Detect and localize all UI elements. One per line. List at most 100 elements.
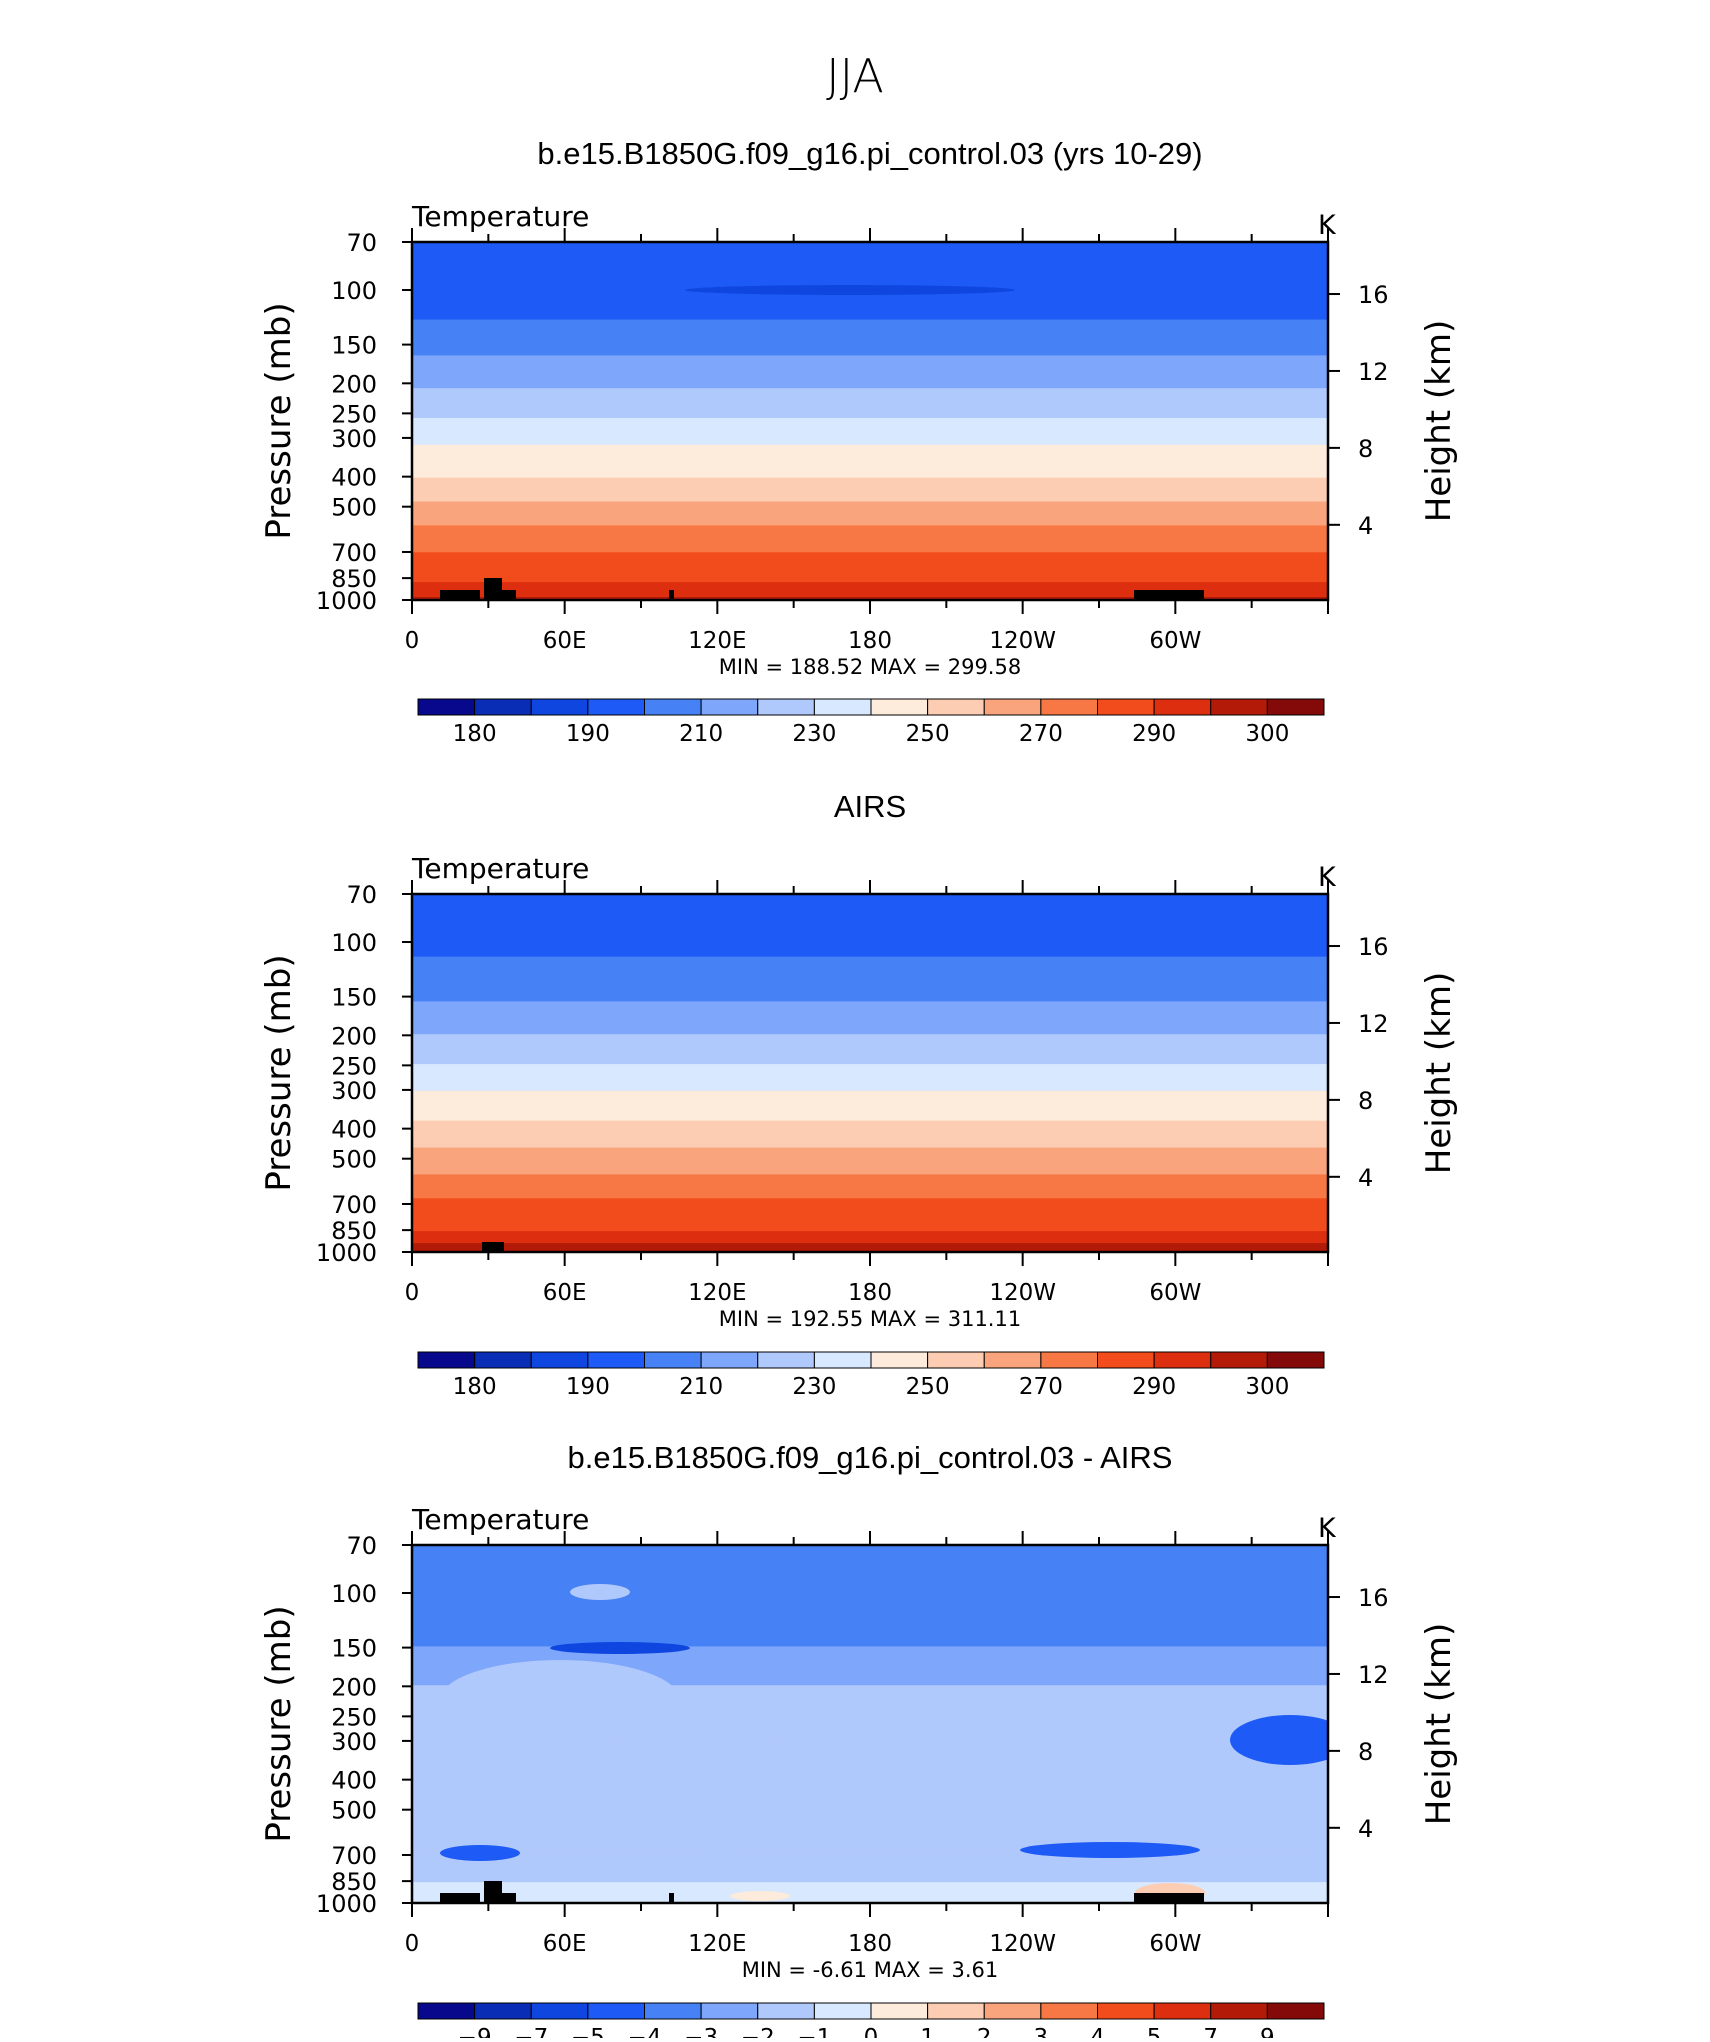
- colorbar-box: [1266, 2002, 1325, 2020]
- panel-units-label: K: [1318, 862, 1337, 893]
- contour-band: [412, 1607, 1328, 1612]
- contour-band: [412, 504, 1328, 509]
- contour-band: [412, 1559, 1328, 1564]
- x-tick-label: 0: [405, 1280, 420, 1306]
- y-tick-label: 300: [331, 1077, 377, 1105]
- colorbar-box: [757, 2002, 815, 2020]
- colorbar-box: [1153, 1351, 1212, 1369]
- contour-band: [412, 986, 1328, 991]
- contour-band: [412, 1102, 1328, 1107]
- contour-band: [412, 594, 1328, 598]
- contour-band: [412, 325, 1328, 330]
- y-tick-label: 150: [331, 984, 377, 1012]
- y-tick-label: 500: [331, 1797, 377, 1825]
- contour-band: [412, 920, 1328, 925]
- y-tick-label: 150: [331, 1635, 377, 1663]
- contour-band: [412, 316, 1328, 321]
- contour-band: [412, 1580, 1328, 1585]
- contour-band: [412, 495, 1328, 500]
- contour-band: [412, 1562, 1328, 1567]
- contour-band: [412, 1004, 1328, 1008]
- x-tick-label: 180: [848, 1280, 892, 1306]
- colorbar-box: [587, 2002, 645, 2020]
- contour-band: [412, 576, 1328, 580]
- colorbar-label: −4: [628, 2025, 662, 2038]
- contour-band: [412, 1075, 1328, 1080]
- colorbar-box: [1153, 2002, 1212, 2020]
- colorbar-box: [417, 698, 476, 716]
- contour-band: [412, 274, 1328, 279]
- colorbar-label: 270: [1019, 1374, 1063, 1400]
- contour-band: [412, 1577, 1328, 1582]
- contour-band: [412, 1601, 1328, 1606]
- contour-band: [412, 1780, 1328, 1785]
- contour-band: [412, 319, 1328, 324]
- colorbar-box: [1040, 1351, 1098, 1369]
- contour-band: [412, 1828, 1328, 1832]
- contour-band: [412, 468, 1328, 473]
- contour-band: [412, 1613, 1328, 1618]
- contour-band: [412, 947, 1328, 952]
- contour-band: [412, 1753, 1328, 1758]
- contour-band: [412, 1108, 1328, 1113]
- colorbar-box: [813, 2002, 872, 2020]
- contour-band: [412, 974, 1328, 979]
- contour-band: [412, 1189, 1328, 1193]
- contour-band: [412, 1855, 1328, 1859]
- colorbar-box: [927, 698, 985, 716]
- contour-band: [412, 1025, 1328, 1029]
- contour-field: [412, 894, 1328, 1252]
- terrain-mask: [1134, 590, 1204, 600]
- contour-band: [412, 1070, 1328, 1074]
- contour-band: [412, 1595, 1328, 1600]
- contour-band: [412, 1759, 1328, 1764]
- contour-band: [412, 1810, 1328, 1815]
- contour-band: [412, 1207, 1328, 1211]
- colorbar-label: −5: [571, 2025, 605, 2038]
- contour-band: [412, 331, 1328, 336]
- contour-band: [412, 1885, 1328, 1889]
- x-tick-label: 180: [848, 1931, 892, 1957]
- contour-band: [412, 1192, 1328, 1196]
- contour-band: [412, 250, 1328, 255]
- contour-band: [412, 1007, 1328, 1011]
- contour-band: [412, 944, 1328, 949]
- y-tick-label: 250: [331, 1703, 377, 1731]
- y-right-tick-label: 12: [1358, 1661, 1389, 1689]
- x-tick-label: 60W: [1149, 1280, 1201, 1306]
- y-right-tick-label: 8: [1358, 435, 1373, 463]
- y-tick-label: 1000: [316, 587, 377, 615]
- colorbar-box: [927, 2002, 985, 2020]
- x-tick-label: 120W: [989, 1280, 1056, 1306]
- colorbar-box: [1210, 2002, 1268, 2020]
- contour-band: [412, 450, 1328, 455]
- contour-band: [412, 1768, 1328, 1773]
- y-tick-label: 700: [331, 1842, 377, 1870]
- colorbar-box: [1097, 698, 1155, 716]
- contour-band: [412, 980, 1328, 985]
- y-tick-label: 300: [331, 425, 377, 453]
- colorbar-label: 300: [1245, 1374, 1289, 1400]
- contour-band: [412, 1028, 1328, 1032]
- contour-band: [412, 397, 1328, 401]
- contour-band: [412, 1676, 1328, 1680]
- x-tick-label: 120E: [688, 628, 746, 654]
- contour-band: [412, 364, 1328, 368]
- contour-band: [412, 1046, 1328, 1050]
- contour-band: [412, 1789, 1328, 1794]
- contour-band: [412, 962, 1328, 967]
- contour-band: [412, 361, 1328, 365]
- contour-field: [412, 1545, 1328, 1903]
- colorbar-box: [700, 1351, 759, 1369]
- contour-band: [412, 1037, 1328, 1041]
- contour-band: [412, 1655, 1328, 1659]
- terrain-mask: [669, 1893, 674, 1903]
- contour-band: [412, 582, 1328, 586]
- contour-band: [412, 262, 1328, 267]
- contour-band: [412, 426, 1328, 431]
- y-tick-label: 700: [331, 1191, 377, 1219]
- contour-band: [412, 1652, 1328, 1656]
- colorbar-box: [474, 698, 532, 716]
- y-tick-label: 200: [331, 1022, 377, 1050]
